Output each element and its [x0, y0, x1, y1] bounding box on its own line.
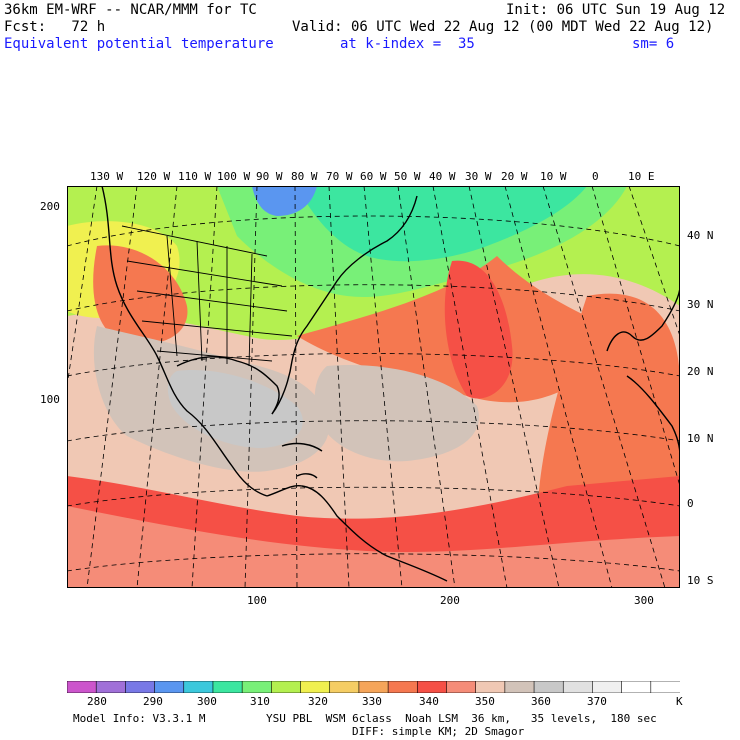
colorbar-swatch [416, 681, 448, 693]
colorbar-swatch [504, 681, 535, 693]
theta-e-map [67, 186, 680, 588]
field-shading-red-plume [444, 260, 513, 399]
grid-y-label: 100 [40, 393, 60, 406]
colorbar-swatch [95, 681, 127, 693]
lon-label: 120 W [137, 170, 171, 183]
grid-x-label: 300 [634, 594, 654, 607]
colorbar-swatch [475, 681, 506, 693]
lon-label: 110 W [178, 170, 212, 183]
grid-x-label: 100 [247, 594, 267, 607]
field-shading-blue [252, 186, 317, 216]
colorbar-label: 370 [587, 695, 607, 708]
graticule [67, 186, 680, 588]
colorbar-label: 300 [197, 695, 217, 708]
colorbar-swatch [650, 681, 680, 693]
coastlines [101, 186, 680, 582]
colorbar-swatch [446, 681, 477, 693]
grid-x-label: 200 [440, 594, 460, 607]
lon-label: 10 W [540, 170, 567, 183]
lon-label: 10 E [628, 170, 655, 183]
colorbar-label: 350 [475, 695, 495, 708]
lat-label: 10 S [687, 574, 714, 587]
lat-label: 0 [687, 497, 694, 510]
diffusion-info: DIFF: simple KM; 2D Smagor [352, 725, 525, 738]
grid-y-label: 200 [40, 200, 60, 213]
physics-info: YSU PBL WSM 6class Noah LSM 36 km, 35 le… [266, 712, 657, 725]
lon-label: 90 W [256, 170, 283, 183]
lon-label: 100 W [217, 170, 251, 183]
forecast-hour: Fcst: 72 h [4, 19, 106, 35]
field-name: Equivalent potential temperature [4, 36, 274, 52]
colorbar-swatch [67, 681, 97, 693]
colorbar-label: 330 [362, 695, 382, 708]
lon-label: 60 W [360, 170, 387, 183]
model-title: 36km EM-WRF -- NCAR/MMM for TC [4, 2, 257, 18]
lon-label: 80 W [291, 170, 318, 183]
colorbar-swatch [300, 681, 331, 693]
lat-label: 20 N [687, 365, 714, 378]
lat-label: 30 N [687, 298, 714, 311]
colorbar-swatch [562, 681, 594, 693]
lon-label: 30 W [465, 170, 492, 183]
colorbar-swatch [621, 681, 652, 693]
colorbar-swatch [125, 681, 156, 693]
colorbar [67, 681, 680, 693]
vertical-level: at k-index = 35 [340, 36, 475, 52]
colorbar-swatch [154, 681, 185, 693]
colorbar-swatch [241, 681, 273, 693]
colorbar-label: 320 [308, 695, 328, 708]
lat-label: 10 N [687, 432, 714, 445]
colorbar-swatch [533, 681, 565, 693]
lat-label: 40 N [687, 229, 714, 242]
lon-label: 40 W [429, 170, 456, 183]
colorbar-swatch [592, 681, 623, 693]
colorbar-label: 310 [250, 695, 270, 708]
field-shading-red-west [93, 245, 188, 345]
colorbar-label: 340 [419, 695, 439, 708]
colorbar-swatch [387, 681, 419, 693]
lon-label: 0 [592, 170, 599, 183]
lon-label: 70 W [326, 170, 353, 183]
field-shading-salmon-south [67, 506, 680, 588]
lon-label: 130 W [90, 170, 124, 183]
colorbar-label: 360 [531, 695, 551, 708]
colorbar-swatch [183, 681, 214, 693]
lon-label: 20 W [501, 170, 528, 183]
field-shading-grey-mid [314, 365, 479, 462]
init-time: Init: 06 UTC Sun 19 Aug 12 [506, 2, 726, 18]
colorbar-swatch [358, 681, 389, 693]
model-info: Model Info: V3.3.1 M [73, 712, 206, 725]
lon-label: 50 W [394, 170, 421, 183]
political-borders [121, 225, 293, 367]
smoothing-label: sm= 6 [632, 36, 675, 52]
valid-time: Valid: 06 UTC Wed 22 Aug 12 (00 MDT Wed … [292, 19, 714, 35]
colorbar-swatch [329, 681, 360, 693]
colorbar-swatch [212, 681, 243, 693]
colorbar-swatch [271, 681, 302, 693]
colorbar-unit: K [676, 695, 683, 708]
field-shading-grey-core [167, 370, 303, 448]
colorbar-label: 290 [143, 695, 163, 708]
colorbar-label: 280 [87, 695, 107, 708]
